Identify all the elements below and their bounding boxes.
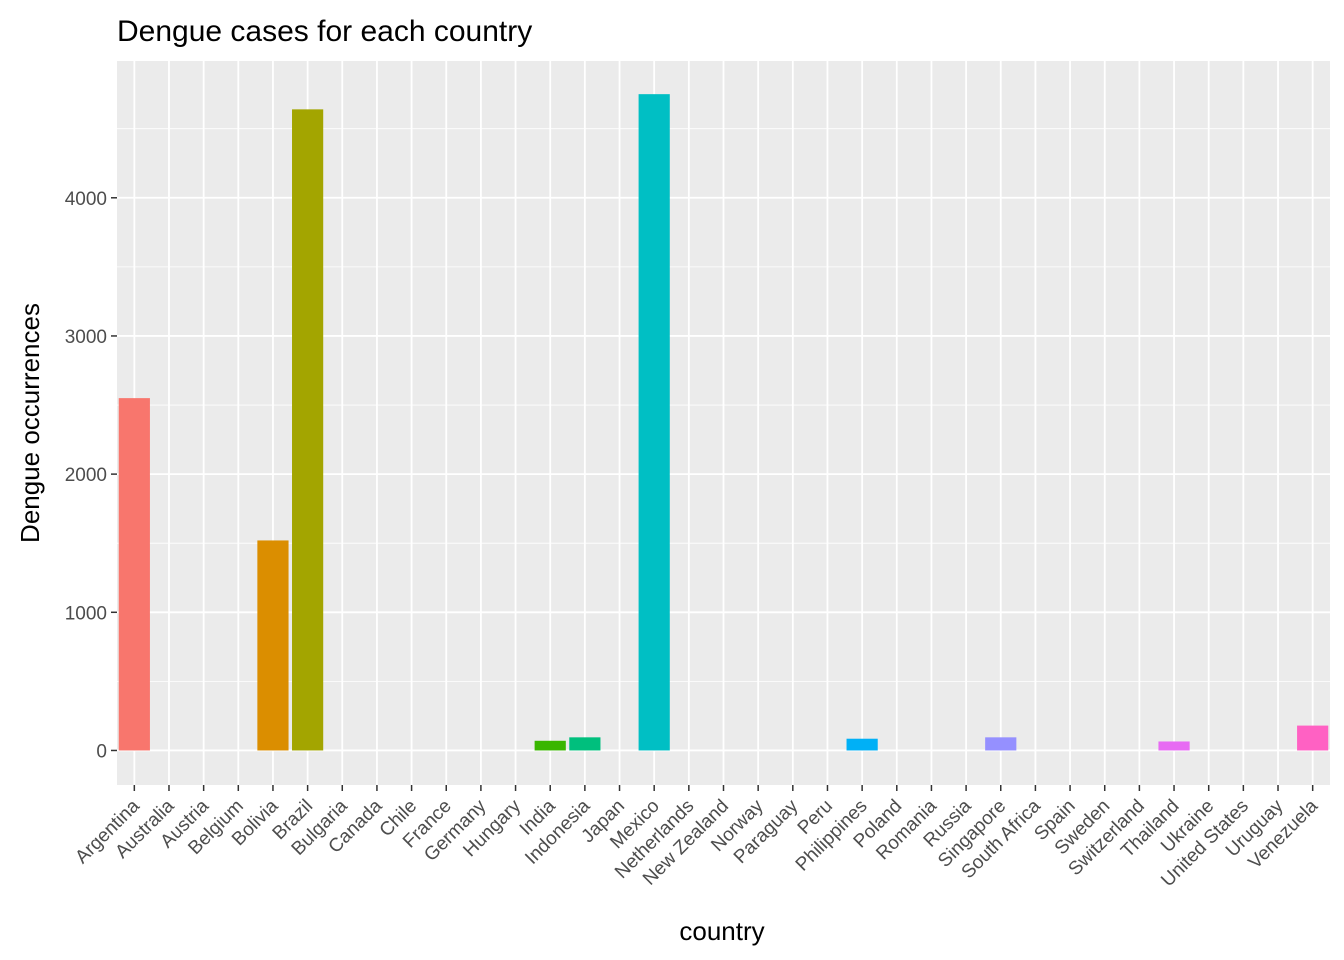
bar-brazil [292,109,324,751]
bar-argentina [118,398,150,751]
y-axis-title: Dengue occurrences [15,303,45,543]
bar-venezuela [1297,725,1329,751]
bar-indonesia [569,737,601,751]
y-axis-ticks: 0 1000 2000 3000 4000 [65,189,117,762]
bars [118,94,1329,751]
bar-india [534,740,566,751]
bar-mexico [638,94,670,751]
y-tick-label: 3000 [65,327,107,348]
y-tick-label: 4000 [65,189,107,210]
bar-philippines [846,738,878,751]
bar-singapore [985,737,1017,751]
x-axis-title: country [679,916,764,946]
bar-bolivia [257,540,289,751]
x-axis-ticks: ArgentinaAustraliaAustriaBelgiumBoliviaB… [71,785,1323,891]
bar-thailand [1158,741,1190,751]
y-tick-label: 0 [96,741,107,762]
y-tick-label: 2000 [65,465,107,486]
y-tick-label: 1000 [65,603,107,624]
chart-title: Dengue cases for each country [117,15,532,48]
